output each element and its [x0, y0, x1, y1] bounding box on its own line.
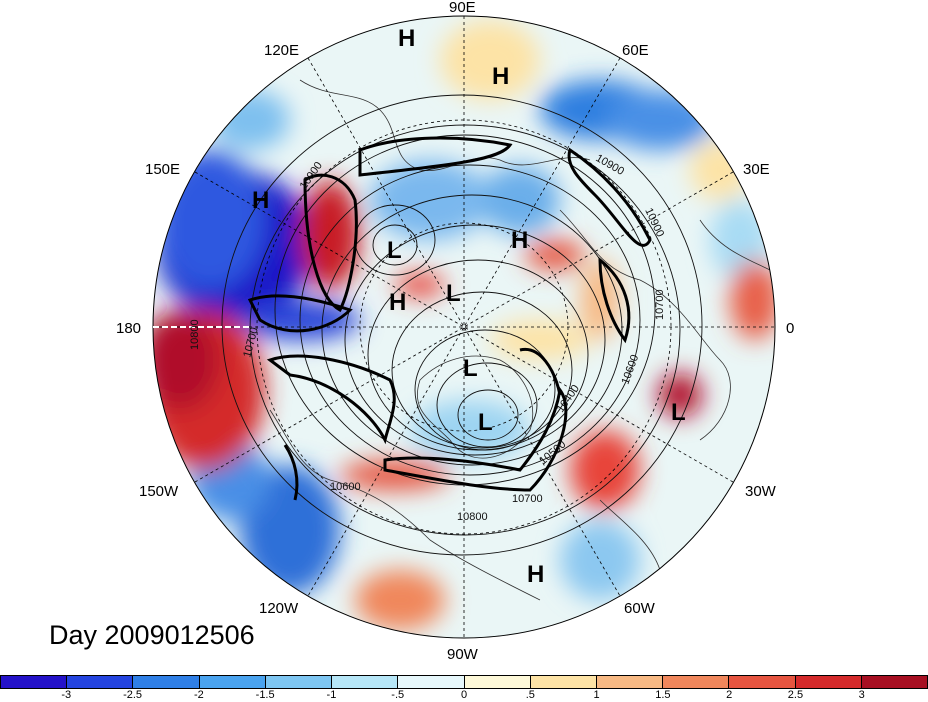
high-pressure-center: H	[252, 187, 269, 214]
colorbar-tick-label: -2	[193, 689, 204, 701]
high-pressure-center: H	[492, 63, 509, 90]
low-pressure-center: L	[387, 237, 402, 264]
colorbar-segment	[663, 676, 730, 688]
colorbar-segment	[795, 676, 862, 688]
colorbar-tick-label: 1	[593, 689, 600, 701]
colorbar-segment	[398, 676, 465, 688]
colorbar-tick-label: 3	[858, 689, 865, 701]
lon-label-30w: 30W	[745, 483, 777, 500]
colorbar-tick-label: 2	[726, 689, 733, 701]
graticule	[153, 16, 775, 638]
lon-label-30e: 30E	[743, 161, 770, 178]
high-pressure-center: H	[527, 561, 544, 588]
low-pressure-center: L	[446, 280, 461, 307]
lon-label-150e: 150E	[145, 161, 180, 178]
high-pressure-center: H	[398, 25, 415, 52]
lon-label-60e: 60E	[622, 42, 649, 59]
lon-label-90e: 90E	[449, 0, 476, 16]
high-pressure-center: H	[389, 289, 406, 316]
colorbar-segment	[464, 676, 531, 688]
colorbar-segment	[530, 676, 597, 688]
colorbar-segment	[67, 676, 134, 688]
colorbar-tick-label: -3	[61, 689, 72, 701]
colorbar-tick-label: 1.5	[655, 689, 671, 701]
low-pressure-center: L	[671, 399, 686, 426]
date-label: Day 2009012506	[49, 620, 255, 650]
colorbar-tick-label: 2.5	[787, 689, 804, 701]
colorbar-tick-label: -1.5	[255, 689, 275, 701]
lon-label-0: 0	[786, 320, 794, 337]
contour-label: 10700	[654, 289, 666, 320]
lon-label-180: 180	[116, 320, 141, 337]
colorbar-tick-label: -1	[326, 689, 337, 701]
contour-label: 10800	[457, 511, 488, 523]
colorbar-segment	[332, 676, 399, 688]
colorbar-segment	[729, 676, 796, 688]
colorbar-tick-label: .5	[525, 689, 535, 701]
coastlines	[269, 79, 771, 601]
colorbar-segment	[133, 676, 200, 688]
colorbar-segment	[596, 676, 664, 688]
colorbar-tick-label: -.5	[391, 689, 405, 701]
contour-label: 10700	[512, 493, 543, 505]
lon-label-120e: 120E	[264, 42, 299, 59]
lon-label-150w: 150W	[139, 483, 179, 500]
colorbar-segment	[1, 676, 68, 688]
polar-stereographic-map: 10900 10900 10900 10800 10800 10700 1070…	[116, 0, 794, 663]
colorbar-tick-label: -2.5	[123, 689, 143, 701]
contour-label: 10800	[189, 319, 201, 350]
colorbar-tick-label: 0	[460, 689, 468, 701]
high-pressure-center: H	[511, 227, 528, 254]
low-pressure-center: L	[478, 409, 493, 436]
contour-label: 10600	[330, 481, 361, 493]
lon-label-120w: 120W	[259, 600, 299, 617]
height-contours	[221, 94, 703, 556]
lon-label-90w: 90W	[447, 646, 479, 663]
lon-label-60w: 60W	[624, 600, 656, 617]
low-pressure-center: L	[463, 355, 478, 382]
jet-streaks	[247, 136, 652, 501]
colorbar-segment	[861, 676, 928, 688]
colorbar-segment	[265, 676, 333, 688]
colorbar	[0, 675, 928, 689]
colorbar-segment	[199, 676, 266, 688]
anomaly-field	[153, 16, 775, 638]
